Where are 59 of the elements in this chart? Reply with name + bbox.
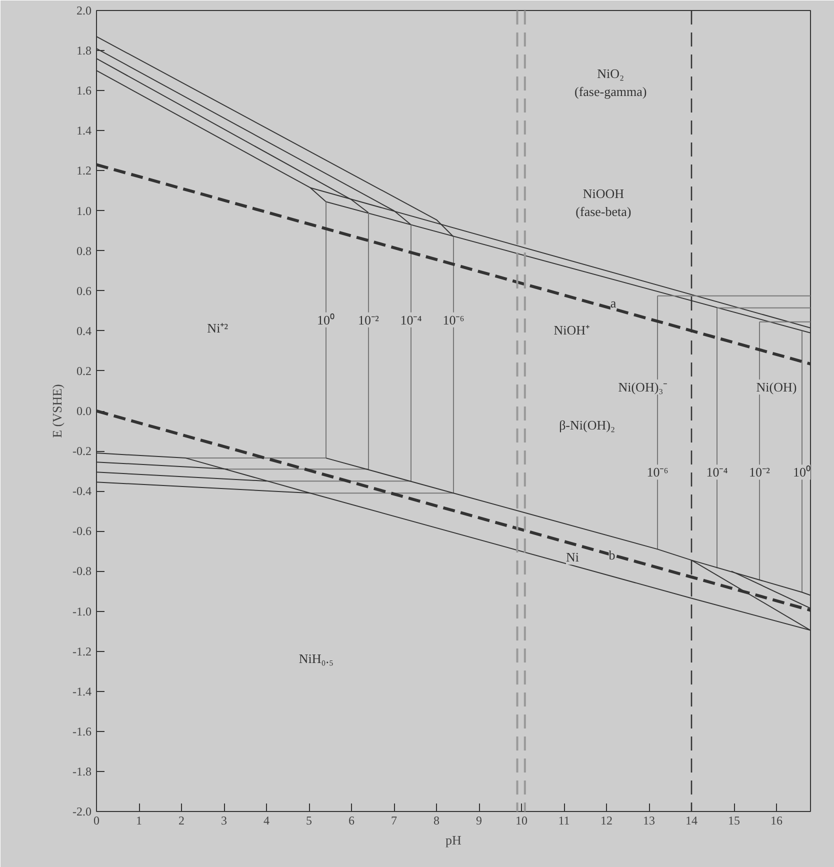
x-tick-label: 13 — [643, 814, 655, 828]
x-tick-label: 10 — [516, 814, 528, 828]
annotation: 10⁰ — [793, 464, 811, 480]
x-tick-label: 14 — [686, 814, 698, 828]
annotation: Ni(OH)₃⁻ — [618, 379, 668, 394]
y-axis-title: E (VSHE) — [50, 384, 65, 438]
annotation: 10⁰ — [317, 312, 335, 328]
y-tick-label: -2.0 — [72, 804, 92, 818]
x-tick-label: 3 — [221, 814, 227, 828]
x-tick-label: 2 — [178, 814, 184, 828]
x-tick-label: 5 — [306, 814, 312, 828]
x-tick-label: 11 — [558, 814, 570, 828]
y-tick-label: -0.4 — [72, 484, 92, 498]
annotation: NiO₂ (fase-gamma) — [574, 66, 647, 100]
annotation: NiOH⁺ — [554, 322, 590, 338]
annotation: Ni⁺² — [207, 320, 228, 336]
annotation: NiOOH (fase-beta) — [576, 186, 632, 220]
annotation: β-Ni(OH)₂ — [559, 418, 615, 433]
x-tick-label: 0 — [94, 814, 100, 828]
x-tick-label: 15 — [728, 814, 740, 828]
annotation: NiH₀.₅ — [298, 650, 334, 666]
x-tick-label: 1 — [136, 814, 142, 828]
x-tick-label: 16 — [770, 814, 782, 828]
y-tick-label: -1.4 — [72, 684, 92, 698]
annotation: 10⁻⁴ — [400, 312, 422, 328]
x-tick-label: 7 — [391, 814, 397, 828]
x-axis-title: pH — [446, 832, 462, 848]
annotation: 10⁻² — [358, 312, 380, 328]
annotation: b — [608, 548, 616, 563]
y-tick-label: -1.8 — [72, 764, 92, 778]
y-tick-label: 1.2 — [76, 164, 92, 178]
y-tick-label: 0.0 — [76, 404, 92, 418]
y-tick-label: 0.6 — [76, 284, 92, 298]
x-tick-label: 4 — [264, 814, 270, 828]
annotation: 10⁻⁶ — [646, 464, 668, 480]
y-tick-label: -0.8 — [72, 564, 92, 578]
y-tick-label: -0.6 — [72, 524, 92, 538]
annotation: a — [610, 295, 616, 310]
x-tick-label: 9 — [476, 814, 482, 828]
x-tick-label: 8 — [434, 814, 440, 828]
annotation: 10⁻² — [749, 464, 770, 480]
y-tick-label: -1.0 — [72, 604, 92, 618]
y-tick-label: -0.2 — [72, 444, 92, 458]
y-tick-label: 1.4 — [76, 124, 92, 138]
annotation: Ni(OH) — [756, 379, 797, 394]
annotation: 10⁻⁶ — [442, 312, 464, 328]
annotation: Ni — [566, 550, 580, 565]
y-tick-label: 0.4 — [76, 324, 92, 338]
y-tick-label: -1.2 — [72, 644, 92, 658]
y-tick-label: 0.8 — [76, 244, 92, 258]
y-tick-label: 0.2 — [76, 364, 92, 378]
y-tick-label: 1.8 — [76, 44, 92, 58]
y-tick-label: -1.6 — [72, 724, 92, 738]
x-tick-label: 12 — [600, 814, 612, 828]
y-tick-label: 1.0 — [76, 204, 92, 218]
y-tick-label: 2.0 — [76, 4, 92, 18]
y-tick-label: 1.6 — [76, 84, 92, 98]
annotation: 10⁻⁴ — [706, 464, 728, 480]
x-tick-label: 6 — [348, 814, 354, 828]
